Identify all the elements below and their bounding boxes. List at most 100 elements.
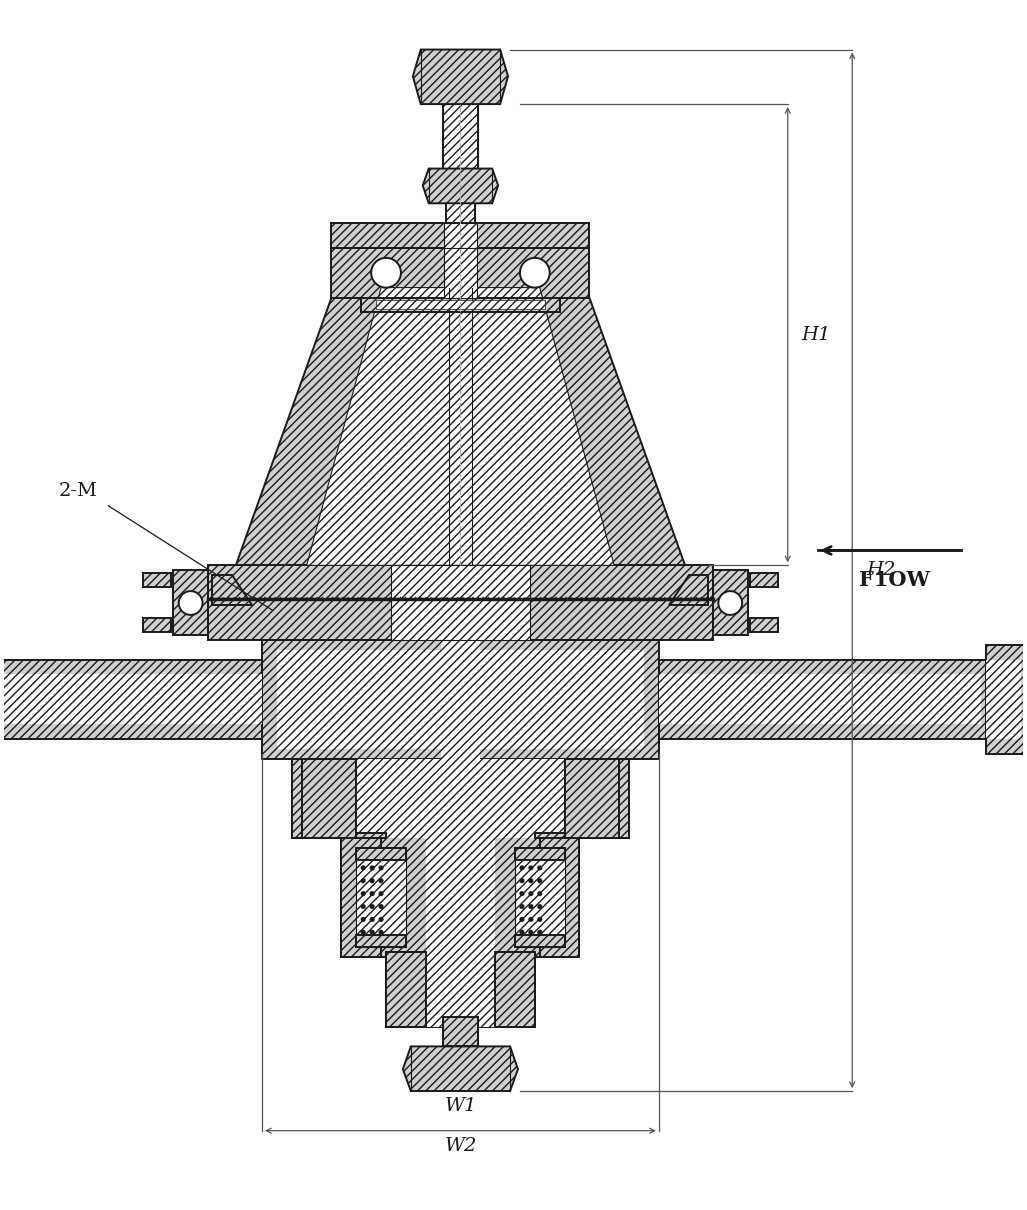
Circle shape xyxy=(537,891,542,897)
Text: H1: H1 xyxy=(802,325,831,344)
Circle shape xyxy=(718,592,743,615)
Circle shape xyxy=(528,865,533,870)
Bar xyxy=(356,848,406,947)
Bar xyxy=(658,659,986,739)
Circle shape xyxy=(537,865,542,870)
Bar xyxy=(750,574,777,587)
Bar xyxy=(443,104,479,168)
Circle shape xyxy=(520,929,525,935)
Bar xyxy=(386,952,426,1026)
Bar xyxy=(443,1016,479,1047)
Circle shape xyxy=(379,917,383,922)
Circle shape xyxy=(528,929,533,935)
Circle shape xyxy=(370,917,375,922)
Circle shape xyxy=(520,878,525,883)
Bar xyxy=(356,848,406,860)
Text: W2: W2 xyxy=(445,1136,477,1154)
Circle shape xyxy=(528,891,533,897)
Bar xyxy=(444,223,478,248)
Circle shape xyxy=(537,904,542,909)
Bar xyxy=(376,300,544,310)
Bar xyxy=(362,298,560,312)
Bar xyxy=(658,674,981,724)
Circle shape xyxy=(379,904,383,909)
Bar xyxy=(277,650,644,749)
Polygon shape xyxy=(213,575,253,605)
Bar xyxy=(540,834,579,957)
Circle shape xyxy=(537,878,542,883)
Circle shape xyxy=(360,865,366,870)
Polygon shape xyxy=(232,298,688,575)
Polygon shape xyxy=(669,575,709,605)
Bar xyxy=(446,203,476,223)
Circle shape xyxy=(360,904,366,909)
Circle shape xyxy=(379,865,383,870)
Text: F1OW: F1OW xyxy=(859,570,929,590)
Circle shape xyxy=(370,891,375,897)
Circle shape xyxy=(370,904,375,909)
Circle shape xyxy=(528,904,533,909)
Bar xyxy=(143,618,170,632)
Bar xyxy=(426,834,495,957)
Circle shape xyxy=(528,878,533,883)
Circle shape xyxy=(360,929,366,935)
Bar xyxy=(986,659,1021,739)
Circle shape xyxy=(370,878,375,883)
Circle shape xyxy=(528,917,533,922)
Bar xyxy=(565,759,619,839)
Circle shape xyxy=(379,891,383,897)
Bar xyxy=(332,223,589,248)
Text: W1: W1 xyxy=(445,1096,477,1114)
Bar xyxy=(292,759,341,839)
Bar xyxy=(386,952,535,1026)
Circle shape xyxy=(179,592,202,615)
Circle shape xyxy=(360,891,366,897)
Circle shape xyxy=(379,878,383,883)
Bar xyxy=(207,565,714,640)
Text: 2-M: 2-M xyxy=(59,482,98,500)
Circle shape xyxy=(370,865,375,870)
Bar xyxy=(750,618,777,632)
Bar xyxy=(0,674,262,724)
Circle shape xyxy=(360,917,366,922)
Circle shape xyxy=(537,917,542,922)
Bar xyxy=(173,570,207,635)
Circle shape xyxy=(371,258,401,288)
Bar xyxy=(515,935,565,947)
Bar xyxy=(341,834,381,957)
Circle shape xyxy=(537,929,542,935)
Bar xyxy=(1026,714,1027,734)
Polygon shape xyxy=(307,288,614,565)
Circle shape xyxy=(520,891,525,897)
Bar xyxy=(579,759,630,839)
Bar xyxy=(495,952,535,1026)
Bar xyxy=(441,640,481,759)
Bar xyxy=(143,574,170,587)
Bar xyxy=(262,640,658,759)
Bar xyxy=(426,952,495,1026)
Bar xyxy=(714,570,748,635)
Circle shape xyxy=(370,929,375,935)
Bar xyxy=(341,759,579,839)
Bar xyxy=(515,848,565,860)
Bar xyxy=(292,759,630,839)
Bar xyxy=(515,848,565,947)
Bar xyxy=(341,834,579,957)
Circle shape xyxy=(379,929,383,935)
Circle shape xyxy=(520,917,525,922)
Bar xyxy=(356,834,386,839)
Text: H2: H2 xyxy=(866,561,896,580)
Bar xyxy=(302,759,356,839)
Bar xyxy=(986,645,1026,754)
Polygon shape xyxy=(423,168,498,203)
Bar xyxy=(332,248,589,298)
Bar xyxy=(356,935,406,947)
Bar xyxy=(535,834,565,839)
Circle shape xyxy=(360,878,366,883)
Circle shape xyxy=(520,865,525,870)
Bar xyxy=(1026,664,1027,685)
Bar xyxy=(444,248,478,298)
Polygon shape xyxy=(413,50,508,104)
Circle shape xyxy=(520,258,549,288)
Circle shape xyxy=(520,904,525,909)
